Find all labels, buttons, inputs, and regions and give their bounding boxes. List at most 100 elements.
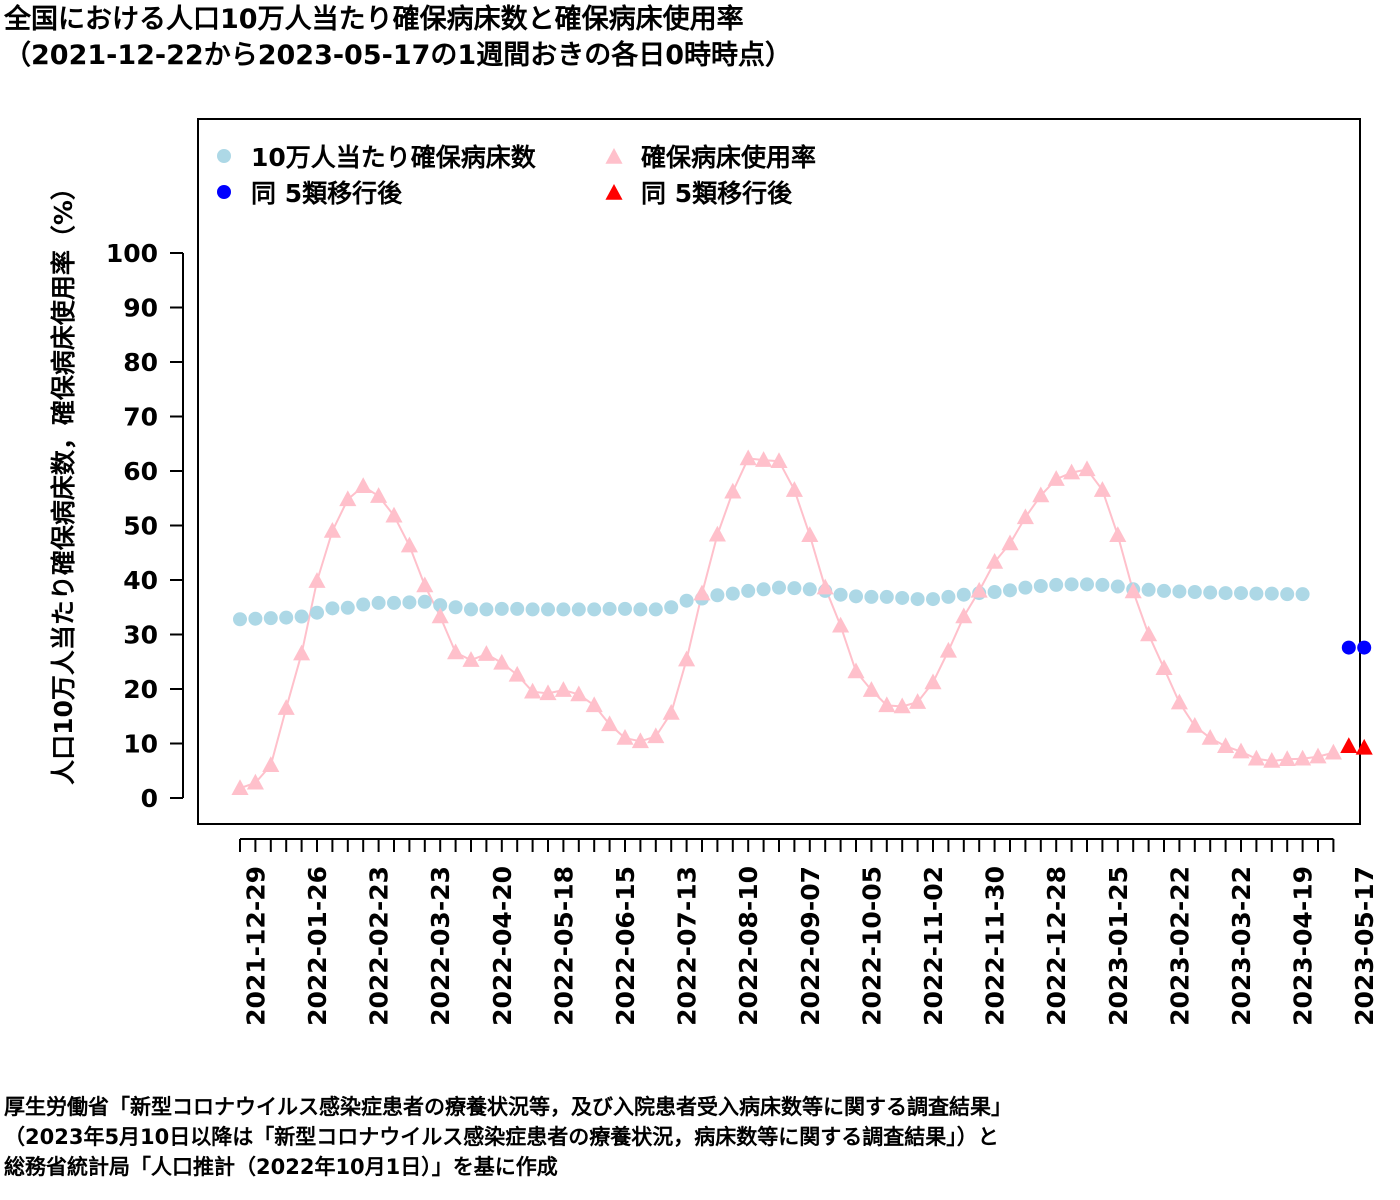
- beds-point: [387, 595, 401, 610]
- legend-label: 同 5類移行後: [641, 179, 793, 208]
- usage-rate-point: [893, 697, 911, 714]
- beds-point: [294, 609, 309, 624]
- usage-rate-point: [323, 521, 341, 538]
- usage-rate-point: [1201, 729, 1219, 745]
- source-line-2: （2023年5月10日以降は「新型コロナウイルス感染症患者の療養状況，病床数等に…: [4, 1125, 999, 1149]
- beds-point: [541, 602, 555, 617]
- x-tick-label: 2022-11-30: [981, 866, 1010, 1026]
- beds-point: [956, 587, 971, 602]
- usage-rate-point: [1324, 743, 1342, 760]
- usage-rate-point: [724, 482, 742, 499]
- legend-label: 同 5類移行後: [251, 179, 403, 208]
- beds-point: [1033, 578, 1048, 593]
- usage-rate-point: [924, 673, 942, 690]
- usage-rate-point: [447, 643, 465, 660]
- usage-rate-point: [1016, 508, 1034, 525]
- beds-point: [879, 589, 894, 604]
- legend-marker: [217, 149, 231, 163]
- usage-rate-point: [1294, 749, 1312, 766]
- y-axis-label: 人口10万人当たり確保病床数，確保病床使用率（%）: [49, 175, 78, 785]
- usage-rate-point: [1263, 751, 1281, 768]
- usage-rate-point: [1309, 747, 1327, 764]
- beds-point: [725, 586, 740, 601]
- beds-point: [1110, 579, 1125, 594]
- usage-rate-point: [1186, 717, 1204, 733]
- source-note: 厚生労働省「新型コロナウイルス感染症患者の療養状況等，及び入院患者受入病床数等に…: [4, 1092, 1012, 1182]
- chart-title: 全国における人口10万人当たり確保病床数と確保病床使用率 （2021-12-22…: [4, 2, 792, 74]
- beds-point: [787, 581, 802, 596]
- beds-point: [741, 583, 756, 598]
- y-tick-label: 100: [106, 239, 158, 268]
- usage-rate-point: [862, 681, 880, 697]
- beds-point: [525, 602, 540, 617]
- x-tick-label: 2022-07-13: [673, 866, 702, 1026]
- usage-rate-point: [601, 715, 619, 732]
- beds-point: [1003, 583, 1017, 598]
- beds-point: [910, 592, 925, 607]
- beds-point: [587, 602, 602, 617]
- beds-point: [325, 601, 340, 616]
- usage-rate-point: [431, 607, 449, 624]
- x-tick-label: 2022-10-05: [857, 866, 886, 1026]
- usage-rate-point: [570, 685, 588, 702]
- usage-rate-point: [631, 732, 649, 749]
- beds-point: [1049, 577, 1064, 592]
- usage-rate-point: [986, 553, 1004, 569]
- legend-label: 確保病床使用率: [641, 143, 816, 172]
- usage-rate-point: [416, 576, 434, 593]
- x-tick-label: 2021-12-29: [241, 866, 270, 1026]
- usage-rate-point: [832, 616, 850, 633]
- x-tick-label: 2022-04-20: [488, 866, 517, 1026]
- x-tick-label: 2022-01-26: [303, 866, 332, 1026]
- source-line-1: 厚生労働省「新型コロナウイルス感染症患者の療養状況等，及び入院患者受入病床数等に…: [4, 1095, 1012, 1119]
- beds-point: [833, 587, 848, 602]
- beds-point: [864, 589, 879, 604]
- usage-rate-point: [1278, 750, 1296, 767]
- x-tick-label: 2022-12-28: [1042, 866, 1071, 1026]
- series-layer: [231, 449, 1373, 795]
- usage-rate-point: [1032, 486, 1050, 503]
- usage-rate-point: [539, 684, 557, 701]
- beds-point: [1234, 586, 1248, 601]
- beds-point: [1157, 583, 1171, 598]
- usage-rate-point: [1001, 534, 1019, 551]
- y-tick-label: 20: [123, 675, 158, 704]
- usage-rate-point: [308, 572, 326, 588]
- beds-point: [1280, 587, 1295, 602]
- beds-point: [1095, 577, 1110, 592]
- beds-point: [618, 601, 632, 616]
- beds-point: [371, 595, 386, 610]
- beds-point: [1064, 577, 1079, 592]
- usage-rate-point: [647, 727, 665, 744]
- y-tick-label: 40: [123, 566, 158, 595]
- x-tick-label: 2022-02-23: [365, 866, 394, 1026]
- beds-point: [756, 582, 771, 597]
- beds-point: [1018, 580, 1033, 595]
- beds-point: [602, 601, 617, 616]
- y-tick-label: 70: [123, 403, 158, 432]
- beds-point: [987, 584, 1002, 599]
- usage-rate-point: [1124, 582, 1142, 599]
- beds-point: [510, 601, 525, 616]
- plot-frame: [197, 118, 1361, 825]
- usage-rate-point: [1093, 481, 1111, 497]
- usage-rate-point: [262, 756, 280, 773]
- usage-rate-point: [801, 526, 819, 543]
- usage-rate-point: [770, 452, 788, 468]
- beds-point: [1080, 577, 1094, 592]
- x-tick-label: 2023-03-22: [1227, 866, 1256, 1026]
- beds-point: [464, 602, 478, 617]
- usage-rate-point: [955, 607, 973, 624]
- usage-rate-point: [462, 651, 480, 667]
- beds-point: [340, 600, 355, 615]
- y-tick-label: 90: [123, 294, 158, 323]
- beds-point: [1172, 584, 1187, 599]
- x-tick-label: 2022-09-07: [796, 866, 825, 1026]
- beds-point: [710, 588, 725, 603]
- source-line-3: 総務省統計局「人口推計（2022年10月1日）」を基に作成: [4, 1155, 558, 1179]
- usage-rate-point: [1217, 737, 1235, 753]
- x-axis: 2021-12-29 2022-01-26 2022-02-23 2022-03-23…: [239, 838, 1379, 1026]
- usage-rate-point: [231, 779, 249, 795]
- legend-marker: [217, 185, 231, 199]
- usage-rate-point: [585, 696, 603, 713]
